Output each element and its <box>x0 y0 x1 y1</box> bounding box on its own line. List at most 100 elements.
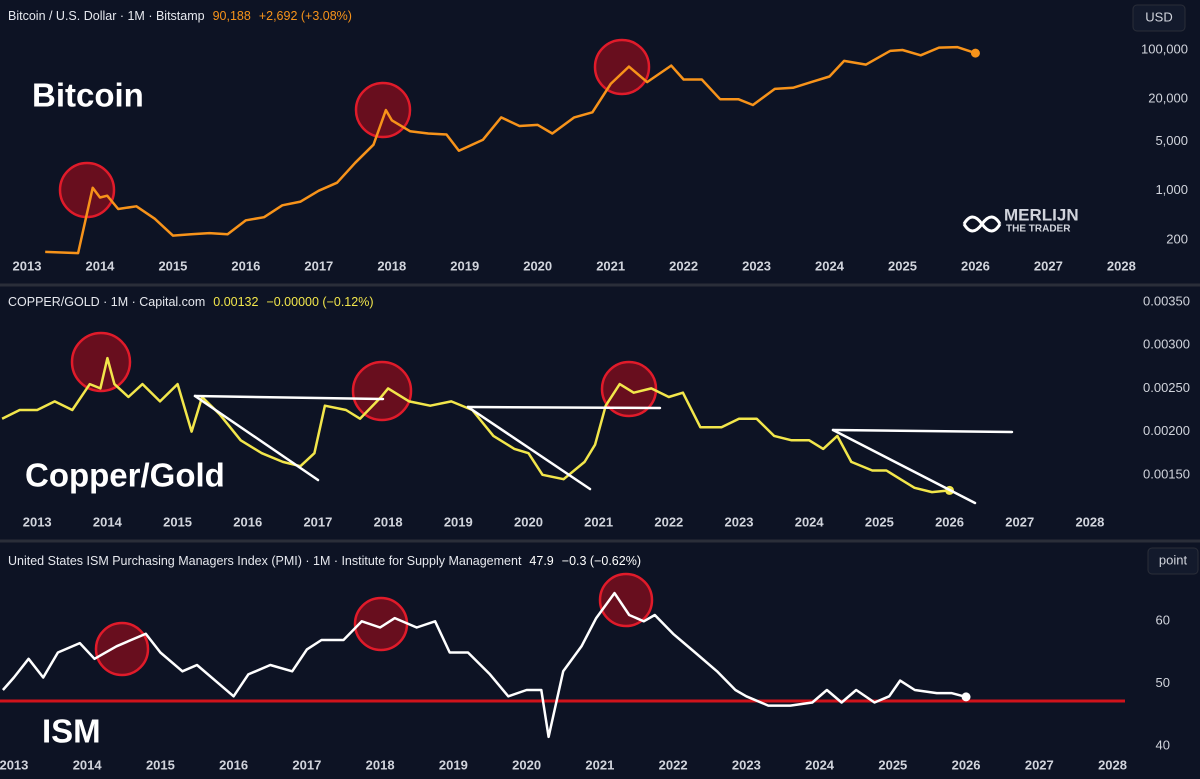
x-tick-label: 2018 <box>377 258 406 273</box>
y-tick-label: 50 <box>1156 675 1170 690</box>
x-tick-label: 2019 <box>450 258 479 273</box>
x-tick-label: 2014 <box>93 514 123 529</box>
x-tick-label: 2021 <box>585 757 614 772</box>
x-tick-label: 2027 <box>1025 757 1054 772</box>
trendline <box>193 394 385 401</box>
price-change: −0.3 (−0.62%) <box>562 554 641 568</box>
x-tick-label: 2013 <box>0 757 28 772</box>
last-point <box>961 692 971 702</box>
x-tick-label: 2019 <box>444 514 473 529</box>
x-tick-label: 2025 <box>878 757 907 772</box>
last-price: 47.9 <box>529 554 553 568</box>
x-tick-label: 2026 <box>935 514 964 529</box>
highlight-circle <box>593 38 651 96</box>
x-tick-label: 2018 <box>374 514 403 529</box>
button-bg[interactable] <box>1132 4 1186 32</box>
x-tick-label: 2023 <box>725 514 754 529</box>
highlight-circle <box>353 596 409 652</box>
y-tick-label: 0.00250 <box>1143 380 1190 395</box>
x-tick-label: 2017 <box>303 514 332 529</box>
unit-button[interactable]: USD <box>1132 4 1186 32</box>
x-tick-label: 2028 <box>1107 258 1136 273</box>
unit-button[interactable]: point <box>1147 547 1199 575</box>
y-tick-label: 0.00200 <box>1143 423 1190 438</box>
x-tick-label: 2024 <box>805 757 835 772</box>
logo-subtext: THE TRADER <box>1006 224 1071 235</box>
x-tick-label: 2020 <box>523 258 552 273</box>
x-tick-label: 2023 <box>732 757 761 772</box>
x-tick-label: 2017 <box>292 757 321 772</box>
x-tick-label: 2013 <box>23 514 52 529</box>
logo-icon <box>962 215 1002 233</box>
x-tick-label: 2028 <box>1098 757 1127 772</box>
x-tick-label: 2024 <box>795 514 825 529</box>
last-point <box>970 48 980 58</box>
price-line <box>1 591 967 739</box>
pane-header: COPPER/GOLD · 1M · Capital.com 0.00132 −0.… <box>8 295 373 309</box>
highlight-circle <box>598 572 654 628</box>
trendlines <box>193 394 1014 505</box>
x-tick-label: 2026 <box>952 757 981 772</box>
x-tick-label: 2016 <box>231 258 260 273</box>
unit-label[interactable]: point <box>1159 552 1188 567</box>
x-tick-label: 2028 <box>1075 514 1104 529</box>
x-tick-label: 2026 <box>961 258 990 273</box>
highlight-circle <box>94 621 150 677</box>
price-change: −0.00000 (−0.12%) <box>266 295 373 309</box>
x-tick-label: 2017 <box>304 258 333 273</box>
x-tick-label: 2022 <box>669 258 698 273</box>
pane-header: Bitcoin / U.S. Dollar · 1M · Bitstamp 90,… <box>8 9 352 23</box>
x-tick-label: 2023 <box>742 258 771 273</box>
pane-label: Copper/Gold <box>25 457 225 494</box>
x-tick-label: 2014 <box>85 258 115 273</box>
x-tick-label: 2021 <box>596 258 625 273</box>
annotations <box>0 38 1125 703</box>
x-tick-label: 2024 <box>815 258 845 273</box>
x-tick-label: 2019 <box>439 757 468 772</box>
logo-text: MERLIJN <box>1004 205 1079 224</box>
x-tick-label: 2014 <box>73 757 103 772</box>
x-tick-label: 2016 <box>233 514 262 529</box>
price-line <box>45 45 976 255</box>
y-tick-label: 20,000 <box>1148 91 1188 106</box>
x-tick-label: 2015 <box>146 757 175 772</box>
x-tick-label: 2027 <box>1005 514 1034 529</box>
y-tick-label: 5,000 <box>1155 133 1188 148</box>
trendline <box>831 428 977 505</box>
y-tick-label: 0.00150 <box>1143 466 1190 481</box>
y-tick-label: 100,000 <box>1141 41 1188 56</box>
x-tick-label: 2025 <box>865 514 894 529</box>
y-tick-label: 0.00300 <box>1143 337 1190 352</box>
trendline <box>466 405 592 491</box>
trendline <box>193 394 320 482</box>
x-tick-label: 2022 <box>659 757 688 772</box>
highlight-circle <box>351 360 413 422</box>
pane-header: United States ISM Purchasing Managers In… <box>8 554 641 568</box>
highlight-circle <box>70 331 132 393</box>
trendline <box>466 405 662 410</box>
x-tick-label: 2015 <box>163 514 192 529</box>
y-tick-label: 200 <box>1166 231 1188 246</box>
x-tick-label: 2022 <box>654 514 683 529</box>
x-tick-label: 2020 <box>512 757 541 772</box>
x-tick-label: 2020 <box>514 514 543 529</box>
trendline <box>831 428 1014 434</box>
y-tick-label: 0.00350 <box>1143 293 1190 308</box>
price-change: +2,692 (+3.08%) <box>259 9 352 23</box>
x-tick-label: 2013 <box>13 258 42 273</box>
x-tick-label: 2018 <box>366 757 395 772</box>
y-tick-label: 40 <box>1156 738 1170 753</box>
y-tick-label: 1,000 <box>1155 182 1188 197</box>
symbol-title: Bitcoin / U.S. Dollar · 1M · Bitstamp <box>8 9 205 23</box>
highlight-circle <box>354 81 412 139</box>
pane-label: Bitcoin <box>32 77 144 114</box>
x-tick-label: 2027 <box>1034 258 1063 273</box>
button-bg[interactable] <box>1147 547 1199 575</box>
x-tick-label: 2021 <box>584 514 613 529</box>
x-tick-label: 2015 <box>158 258 187 273</box>
x-tick-label: 2025 <box>888 258 917 273</box>
last-price: 0.00132 <box>213 295 258 309</box>
unit-label[interactable]: USD <box>1145 9 1172 24</box>
